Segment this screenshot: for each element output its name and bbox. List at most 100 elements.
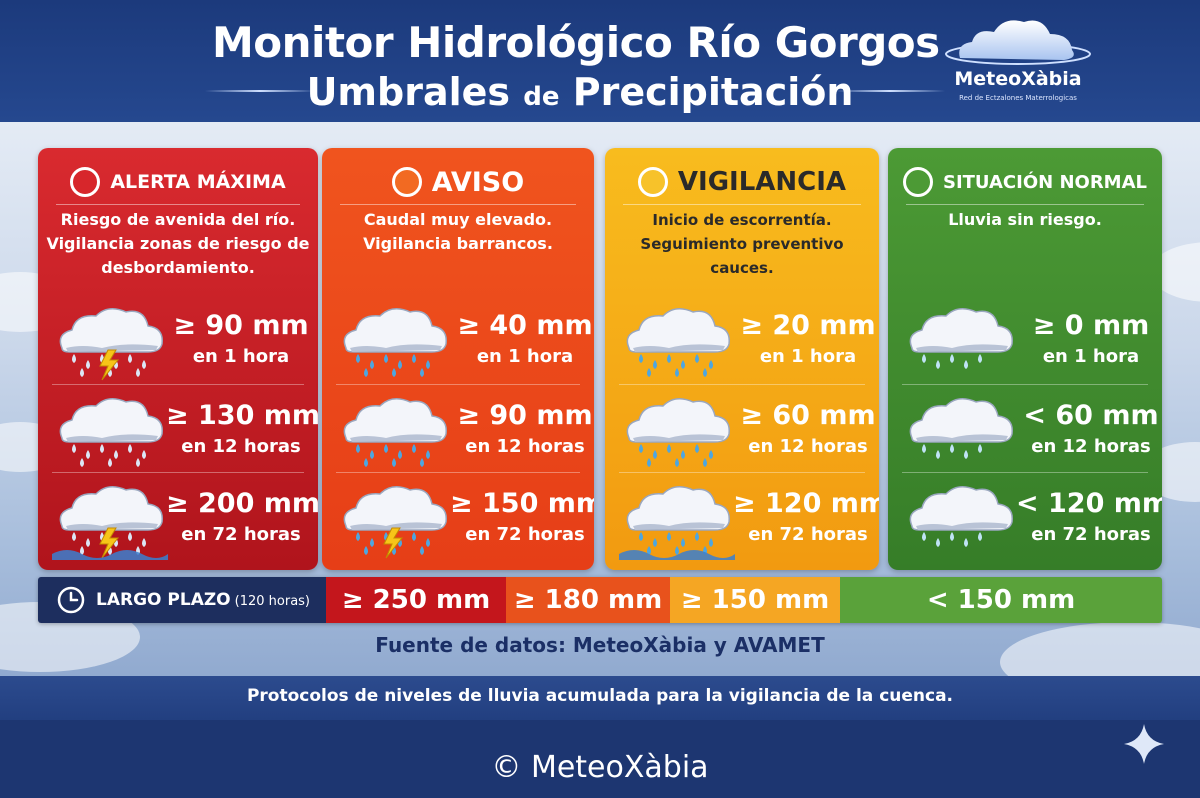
level-indicator-icon [637,167,668,197]
level-title-text: ALERTA MÁXIMA [110,171,286,193]
threshold-row: ≥ 40 mm en 1 hora [322,298,594,386]
level-description: Riesgo de avenida del río. Vigilancia zon… [46,208,310,280]
title-rule-right [835,90,945,92]
level-title: SITUACIÓN NORMAL [888,162,1162,202]
page-title: Monitor Hidrológico Río Gorgos [212,18,940,67]
header: Monitor Hidrológico Río Gorgos Umbrales … [0,0,1200,122]
level-title-divider [340,204,576,205]
level-title-text: VIGILANCIA [677,167,847,197]
threshold-period: en 1 hora [476,346,574,367]
level-description-line: desbordamiento. [101,258,255,277]
page-subtitle: Umbrales de Precipitación [306,70,854,114]
level-title-divider [56,204,300,205]
level-header: VIGILANCIA Inicio de escorrentía. Seguimie… [605,148,879,278]
light-rain-cloud-icon [909,398,1013,459]
light-rain-cloud-icon [909,308,1013,369]
rain-cloud-icon [343,398,447,467]
logo-subtitle: Red de Ectzalones Materrologicas [959,94,1077,102]
threshold-period: en 1 hora [759,346,857,367]
level-description-line: Seguimiento preventivo cauces. [640,235,844,277]
threshold-period: en 12 horas [181,436,301,457]
threshold-row: < 120 mm en 72 horas [888,476,1162,564]
threshold-period: en 1 hora [192,346,290,367]
level-description-line: Lluvia sin riesgo. [948,210,1102,229]
meteoxabia-logo: MeteoXàbia Red de Ectzalones Materrologi… [938,14,1098,110]
threshold-value: ≥ 20 mm [740,310,876,341]
row-divider [52,472,304,473]
threshold-period: en 12 horas [1031,436,1151,457]
threshold-value: ≥ 200 mm [166,488,318,519]
threshold-value: ≥ 0 mm [1032,310,1150,341]
level-title-text: AVISO [431,166,525,198]
level-title: VIGILANCIA [605,162,879,202]
level-description: Inicio de escorrentía. Seguimiento preven… [613,208,871,280]
threshold-period: en 72 horas [181,524,301,545]
level-column-2: VIGILANCIA Inicio de escorrentía. Seguimie… [605,148,879,570]
threshold-row: < 60 mm en 12 horas [888,388,1162,476]
level-title: AVISO [322,162,594,202]
light-rain-cloud-icon [909,486,1013,547]
threshold-row: ≥ 150 mm en 72 horas [322,476,594,564]
logo-cloud-icon [945,20,1091,65]
level-indicator-icon [70,167,101,197]
threshold-period: en 12 horas [748,436,868,457]
threshold-row: ≥ 60 mm en 12 horas [605,388,879,476]
threshold-row: ≥ 90 mm en 12 horas [322,388,594,476]
threshold-value: ≥ 90 mm [457,400,593,431]
threshold-row: ≥ 0 mm en 1 hora [888,298,1162,386]
rain-cloud-icon [626,308,730,377]
threshold-period: en 72 horas [465,524,585,545]
level-indicator-icon [391,167,422,197]
threshold-value: < 60 mm [1023,400,1159,431]
copyright: © MeteoXàbia [491,750,709,785]
threshold-period: en 1 hora [1042,346,1140,367]
rain-cloud-icon [59,398,163,467]
long-term-bar: LARGO PLAZO (120 horas) ≥ 250 mm ≥ 180 mm… [38,577,1162,623]
storm-cloud-icon [343,486,447,559]
level-description: Lluvia sin riesgo. [896,208,1154,232]
threshold-value: ≥ 40 mm [457,310,593,341]
rain-cloud-icon [626,398,730,467]
footer [0,720,1200,798]
level-description-line: Vigilancia barrancos. [363,234,553,253]
threshold-period: en 72 horas [748,524,868,545]
threshold-row: ≥ 90 mm en 1 hora [38,298,318,386]
note-band [0,676,1200,720]
threshold-value: ≥ 60 mm [740,400,876,431]
level-column-3: SITUACIÓN NORMAL Lluvia sin riesgo. ≥ 0 mm… [888,148,1162,570]
data-source: Fuente de datos: MeteoXàbia y AVAMET [375,633,825,657]
row-divider [336,384,580,385]
row-divider [52,384,304,385]
row-divider [902,472,1148,473]
level-description: Caudal muy elevado. Vigilancia barrancos. [330,208,586,256]
rain-cloud-icon [343,308,447,377]
threshold-row: ≥ 130 mm en 12 horas [38,388,318,476]
level-title-text: SITUACIÓN NORMAL [942,171,1147,193]
threshold-value: < 120 mm [1016,488,1162,519]
long-term-value-warning: ≥ 180 mm [506,577,670,623]
level-description-line: Inicio de escorrentía. [652,211,832,229]
level-description-line: Caudal muy elevado. [363,210,553,229]
row-divider [619,384,865,385]
row-divider [619,472,865,473]
level-header: SITUACIÓN NORMAL Lluvia sin riesgo. [888,148,1162,278]
row-divider [336,472,580,473]
threshold-row: ≥ 120 mm en 72 horas [605,476,879,564]
threshold-period: en 72 horas [1031,524,1151,545]
threshold-period: en 12 horas [465,436,585,457]
sparkle-icon [1124,724,1164,764]
storm-cloud-icon [59,308,163,381]
level-header: ALERTA MÁXIMA Riesgo de avenida del río. V… [38,148,318,278]
threshold-row: ≥ 200 mm en 72 horas [38,476,318,564]
long-term-value-watch: ≥ 150 mm [670,577,840,623]
level-indicator-icon [902,167,933,197]
threshold-value: ≥ 150 mm [450,488,594,519]
protocol-note: Protocolos de niveles de lluvia acumulad… [246,686,954,706]
long-term-value-normal: < 150 mm [840,577,1162,623]
row-divider [902,384,1148,385]
level-column-1: AVISO Caudal muy elevado. Vigilancia barra… [322,148,594,570]
level-column-0: ALERTA MÁXIMA Riesgo de avenida del río. V… [38,148,318,570]
logo-name: MeteoXàbia [954,68,1082,90]
title-rule-left [205,90,315,92]
storm-cloud-flood-icon [52,486,168,560]
